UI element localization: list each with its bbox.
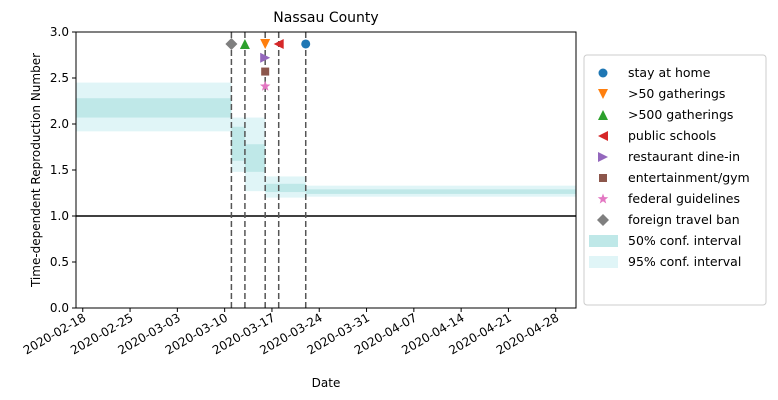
marker-federal-guidelines <box>259 80 271 91</box>
marker-public-schools <box>273 38 284 49</box>
marker-restaurant-dine-in <box>260 52 271 63</box>
marker-entertainment-gym <box>261 67 270 76</box>
y-tick-label: 3.0 <box>50 25 69 39</box>
chart-title: Nassau County <box>273 10 378 26</box>
legend-entry: federal guidelines <box>628 191 740 206</box>
ci50-band <box>231 126 245 161</box>
legend-swatch <box>589 256 618 268</box>
plot-area: 0.00.51.01.52.02.53.02020-02-182020-02-2… <box>21 25 577 357</box>
ci50-band <box>305 189 576 194</box>
x-axis-label: Date <box>312 376 341 390</box>
legend-entry: >50 gatherings <box>628 86 725 101</box>
legend-entry: entertainment/gym <box>628 170 750 185</box>
legend-marker <box>597 214 609 226</box>
legend-entry: >500 gatherings <box>628 107 733 122</box>
marker-50-gatherings <box>260 38 271 49</box>
legend: stay at home >50 gatherings >500 gathering… <box>583 54 767 306</box>
legend-entry: stay at home <box>628 65 711 80</box>
legend-entry: public schools <box>628 128 716 143</box>
plot-frame <box>75 31 577 309</box>
legend-marker <box>598 68 608 78</box>
legend-marker <box>597 193 609 204</box>
legend-marker <box>598 110 608 120</box>
legend-swatch <box>589 235 618 247</box>
ci50-band <box>265 183 306 193</box>
marker-foreign-travel-ban <box>225 37 238 50</box>
y-tick-label: 0.0 <box>50 301 69 315</box>
legend-marker <box>598 131 608 141</box>
legend-entry: 95% conf. interval <box>628 254 741 269</box>
plot-clip-group <box>76 32 576 308</box>
y-tick-label: 0.5 <box>50 255 69 269</box>
y-tick-label: 2.0 <box>50 117 69 131</box>
ci50-band <box>76 98 232 118</box>
y-tick-label: 1.0 <box>50 209 69 223</box>
legend-box <box>583 54 767 306</box>
y-tick-label: 1.5 <box>50 163 69 177</box>
y-axis-label: Time-dependent Reproduction Number <box>29 53 43 288</box>
legend-entry: 50% conf. interval <box>628 233 741 248</box>
legend-entry: restaurant dine-in <box>628 149 740 164</box>
legend-marker <box>598 89 608 99</box>
y-tick-label: 2.5 <box>50 71 69 85</box>
legend-marker <box>599 174 607 182</box>
marker-stay-at-home <box>301 39 311 49</box>
legend-entry: foreign travel ban <box>628 212 740 227</box>
legend-marker <box>598 152 608 162</box>
ci50-band <box>244 144 266 172</box>
marker-500-gatherings <box>239 38 250 49</box>
